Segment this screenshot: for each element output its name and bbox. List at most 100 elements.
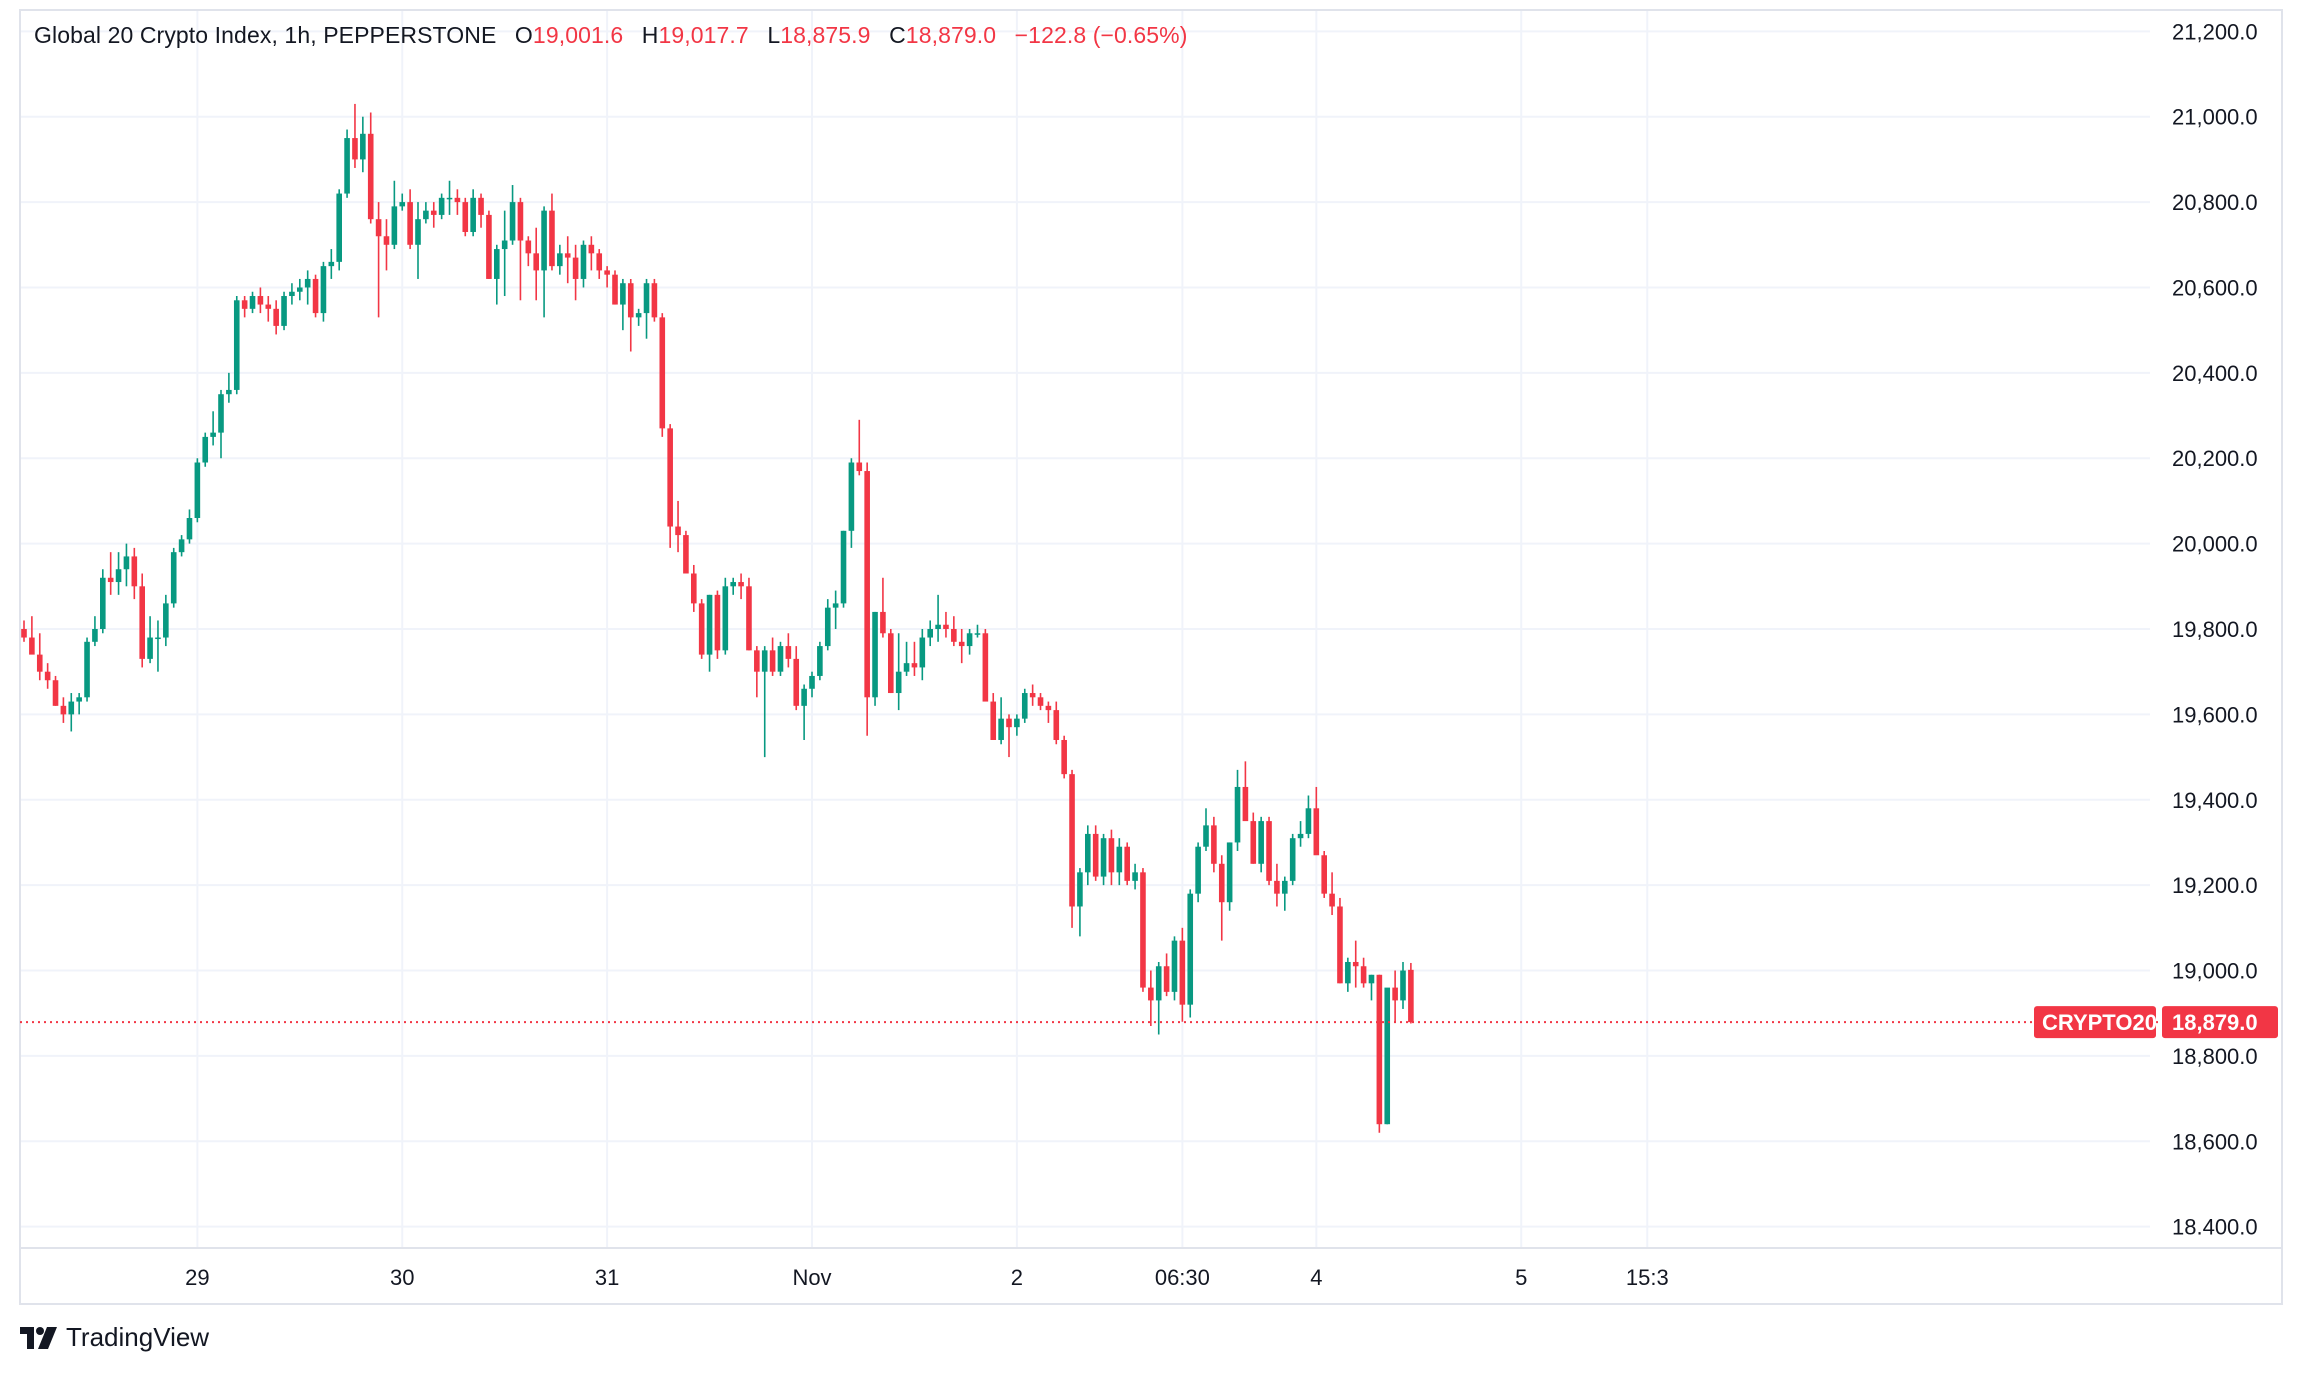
candle-down [257,287,264,314]
candle-body [824,607,831,647]
candle-body [1006,718,1012,728]
candle-body [651,283,658,318]
candle-up [1195,842,1201,903]
candle-body [1061,739,1067,775]
candle-body [1077,872,1083,907]
candles [21,103,1414,1133]
chart-legend: Global 20 Crypto Index, 1h, PEPPERSTONE … [34,22,1187,49]
candle-up [163,594,169,647]
candle-up [344,129,350,198]
candle-body [131,556,138,587]
candle-body [1226,842,1233,903]
candle-body [1352,961,1359,967]
symbol-tag [2034,1006,2156,1039]
candle-body [399,202,406,207]
candle-body [462,202,469,232]
candle-body [1297,833,1304,839]
candle-body [100,577,106,629]
candle-up [328,249,335,279]
candle-body [1124,846,1130,881]
candle-body [1100,838,1107,877]
candle-body [817,646,823,676]
candle-body [1148,987,1154,1001]
y-tick-label: 19,800.0 [2172,617,2258,642]
grid [20,10,2150,1248]
candle-down [383,219,390,271]
candle-body [1014,718,1020,728]
candle-body [722,586,729,651]
candle-down [1006,714,1012,758]
time-axis[interactable]: 29 30 31 Nov 2 06:30 4 5 15:3 [185,1265,1669,1290]
candle-body [1337,906,1343,984]
candle-up [210,411,216,446]
symbol-title: Global 20 Crypto Index, 1h, PEPPERSTONE [34,22,497,48]
candle-body [793,658,800,706]
candle-up [320,261,327,322]
candle-body [698,603,705,655]
candle-down [667,424,673,548]
candle-up [1305,795,1312,839]
candle-body [1392,987,1398,1001]
close-label: C [889,22,906,48]
candle-up [777,641,784,676]
candle-down [785,633,792,668]
candle-body [107,577,114,583]
change-value: −122.8 (−0.65%) [1014,22,1188,48]
candle-up [1100,833,1107,886]
candle-body [1029,693,1036,698]
candle-body [423,210,429,220]
candle-body [21,629,27,638]
candle-body [549,210,555,267]
candle-body [415,219,421,245]
price-axis[interactable]: 21,200.0 21,000.0 20,800.0 20,600.0 20,400.0… [2172,19,2258,1239]
candle-body [486,214,492,279]
candle-up [391,180,398,250]
high-label: H [641,22,659,48]
candle-down [675,500,681,553]
candle-body [777,646,784,672]
tradingview-brand[interactable]: TradingView [20,1322,209,1353]
candle-up [801,684,807,740]
candle-down [139,573,145,668]
candle-up [1400,961,1406,1009]
candle-body [68,701,75,715]
candle-down [659,313,666,437]
candle-body [746,586,752,651]
candle-body [297,287,303,292]
x-tick-label: 30 [390,1265,414,1290]
candle-body [344,138,350,194]
candle-up [761,646,768,758]
y-tick-label: 18,600.0 [2172,1129,2258,1154]
candle-body [407,202,413,245]
candle-body [691,573,697,604]
candle-body [958,641,965,647]
candle-body [557,253,563,267]
candle-down [1037,693,1044,711]
candle-body [832,603,839,608]
candle-body [76,697,82,702]
candle-up [84,637,90,702]
candle-body [1179,940,1186,1005]
candle-down [486,210,492,279]
candle-body [163,603,169,638]
candle-up [226,372,232,403]
candle-body [147,637,153,659]
candle-down [1061,735,1067,779]
candle-down [698,599,705,659]
candle-up [935,594,941,642]
candle-body [667,428,673,527]
candle-down [604,266,610,288]
candle-up [438,193,445,220]
candle-body [809,675,815,689]
candle-body [375,219,382,237]
y-tick-label: 20,600.0 [2172,275,2258,300]
y-tick-label: 18.400.0 [2172,1215,2258,1240]
candle-down [60,697,67,723]
candle-body [1155,966,1162,1001]
candle-body [580,244,587,279]
candle-body [289,291,295,297]
candle-up [817,641,823,681]
candle-body [1045,705,1052,711]
